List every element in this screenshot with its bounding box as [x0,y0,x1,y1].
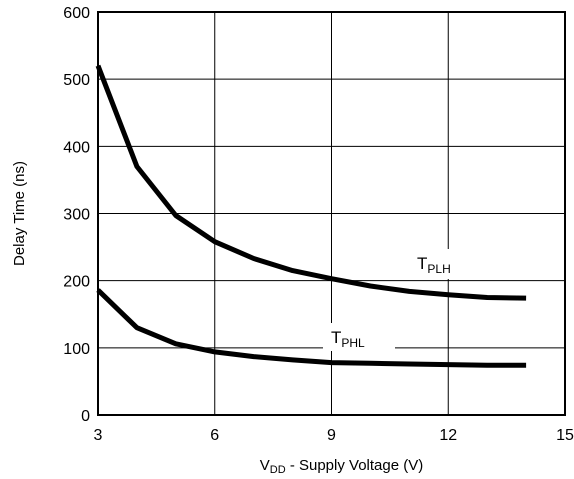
series-line-tphl [96,288,527,368]
tphl-label-main: T [331,328,341,347]
y-tick-label-600: 600 [63,5,90,22]
y-tick-label-0: 0 [81,408,90,425]
grid [98,12,565,415]
series-layer [95,64,527,368]
tplh-label-subscript: PLH [427,262,450,276]
x-tick-label-12: 12 [439,427,457,444]
x-tick-label-9: 9 [327,427,336,444]
tick-labels: 0 100 200 300 400 500 600 3 6 9 12 15 [63,5,574,444]
tplh-label-main: T [417,254,427,273]
y-tick-label-400: 400 [63,139,90,156]
x-axis-title-main: V [260,457,270,474]
x-axis-title: VDD - Supply Voltage (V) [260,457,423,476]
series-line-tplh [95,64,527,301]
y-tick-label-500: 500 [63,72,90,89]
y-axis-title: Delay Time (ns) [11,161,28,266]
y-tick-label-100: 100 [63,341,90,358]
x-tick-label-15: 15 [556,427,574,444]
x-axis-title-rest: - Supply Voltage (V) [286,457,424,474]
plot-frame [97,11,566,416]
tphl-label-subscript: PHL [341,336,365,350]
tplh-label-background [410,249,474,279]
x-tick-label-6: 6 [210,427,219,444]
tphl-label-background [323,323,395,351]
tphl-series-label: TPHL [331,328,365,350]
x-tick-label-3: 3 [94,427,103,444]
x-axis-title-subscript: DD [270,464,286,476]
tplh-series-label: TPLH [417,254,451,276]
y-tick-label-200: 200 [63,274,90,291]
y-tick-label-300: 300 [63,207,90,224]
